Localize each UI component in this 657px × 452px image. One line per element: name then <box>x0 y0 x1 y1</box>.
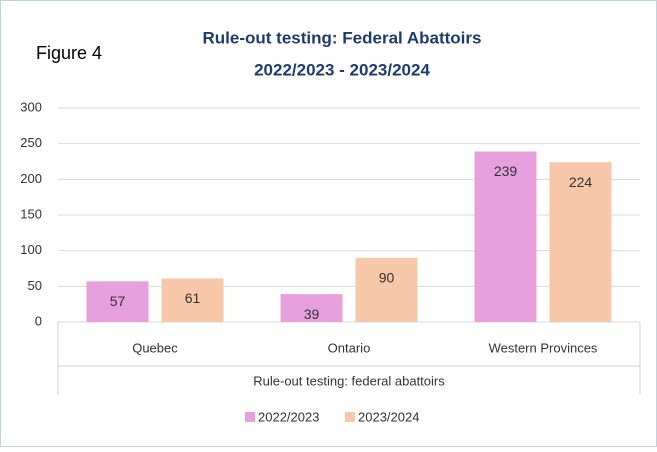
legend-swatch <box>345 412 355 422</box>
data-label: 239 <box>494 163 518 179</box>
x-tick-label: Western Provinces <box>489 340 598 355</box>
figure-label: Figure 4 <box>36 43 102 63</box>
x-tick-label: Ontario <box>328 340 371 355</box>
bar <box>355 257 418 322</box>
y-tick-label: 100 <box>20 242 42 257</box>
chart-subtitle: 2022/2023 - 2023/2024 <box>254 60 430 79</box>
y-tick-label: 250 <box>20 135 42 150</box>
data-label: 57 <box>110 293 126 309</box>
y-tick-label: 300 <box>20 99 42 114</box>
y-tick-label: 150 <box>20 206 42 221</box>
bar <box>161 278 224 322</box>
legend-swatch <box>245 412 255 422</box>
y-tick-label: 200 <box>20 171 42 186</box>
bar <box>474 151 537 322</box>
chart-title: Rule-out testing: Federal Abattoirs <box>203 28 482 47</box>
y-tick-label: 50 <box>28 278 42 293</box>
bar <box>549 162 612 322</box>
y-tick-label: 0 <box>35 313 42 328</box>
data-label: 90 <box>379 270 395 286</box>
x-tick-label: Quebec <box>132 340 178 355</box>
x-axis-title: Rule-out testing: federal abattoirs <box>253 373 445 388</box>
data-label: 39 <box>304 306 320 322</box>
data-label: 61 <box>185 290 201 306</box>
bar <box>86 281 149 322</box>
bar <box>280 294 343 322</box>
legend-label: 2023/2024 <box>358 409 419 424</box>
legend-label: 2022/2023 <box>258 409 319 424</box>
data-label: 224 <box>569 174 593 190</box>
